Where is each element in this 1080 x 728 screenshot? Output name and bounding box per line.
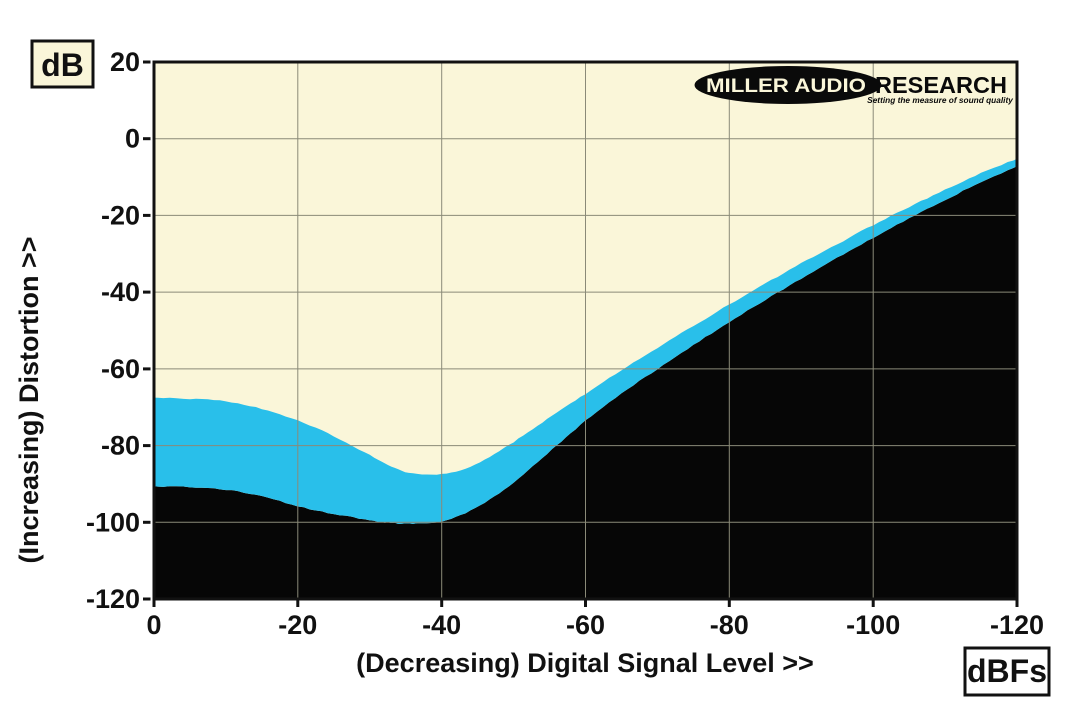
svg-text:-80: -80 <box>101 431 140 461</box>
svg-text:20: 20 <box>110 47 140 77</box>
svg-text:-100: -100 <box>86 507 140 537</box>
svg-text:-120: -120 <box>990 610 1044 640</box>
svg-text:dBFs: dBFs <box>967 653 1047 689</box>
svg-text:(Increasing) Distortion >>: (Increasing) Distortion >> <box>14 236 44 563</box>
svg-text:MILLER AUDIO: MILLER AUDIO <box>706 76 866 97</box>
svg-text:-120: -120 <box>86 584 140 614</box>
svg-text:dB: dB <box>41 47 84 83</box>
svg-text:-60: -60 <box>101 354 140 384</box>
svg-text:Setting the measure of sound q: Setting the measure of sound quality <box>867 95 1013 105</box>
svg-text:(Decreasing) Digital Signal Le: (Decreasing) Digital Signal Level >> <box>356 648 814 678</box>
svg-text:0: 0 <box>125 124 140 154</box>
svg-text:-40: -40 <box>422 610 461 640</box>
svg-text:-80: -80 <box>710 610 749 640</box>
svg-text:0: 0 <box>146 610 161 640</box>
svg-text:-40: -40 <box>101 277 140 307</box>
svg-text:-60: -60 <box>566 610 605 640</box>
svg-text:-20: -20 <box>278 610 317 640</box>
svg-text:-20: -20 <box>101 200 140 230</box>
svg-text:-100: -100 <box>846 610 900 640</box>
